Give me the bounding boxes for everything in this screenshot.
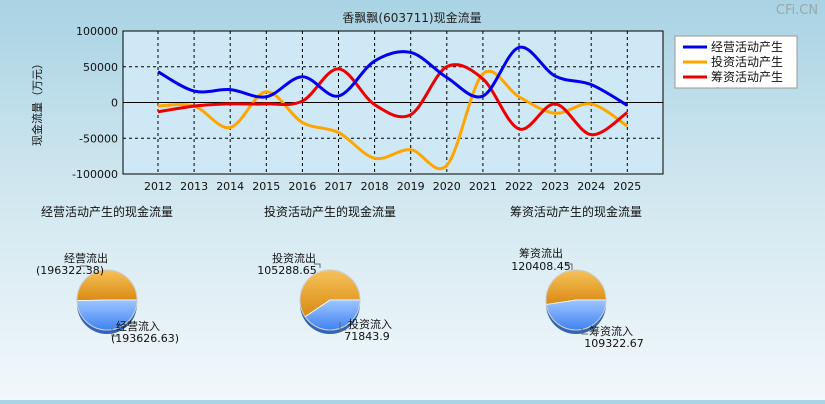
pie-outline	[545, 269, 607, 331]
x-tick-label: 2013	[180, 180, 208, 193]
x-tick-label: 2019	[397, 180, 425, 193]
grid	[123, 31, 663, 174]
leader-investing-out	[314, 263, 321, 268]
pie-title-operating: 经营活动产生的现金流量	[41, 204, 173, 219]
pie-value-operating-out: (196322.38)	[36, 264, 104, 277]
x-tick-label: 2024	[577, 180, 605, 193]
watermark: CFi.CN	[776, 3, 818, 18]
series-lines	[157, 45, 629, 170]
pie-outline	[76, 269, 138, 331]
x-tick-label: 2021	[469, 180, 497, 193]
pie-value-financing-out: 120408.45	[511, 260, 571, 273]
legend: 经营活动产生 投资活动产生 筹资活动产生	[674, 35, 798, 89]
x-tick-label: 2015	[252, 180, 280, 193]
x-tick-label: 2020	[433, 180, 461, 193]
pie-label-financing-in: 筹资流入	[589, 324, 633, 338]
line-chart-title: 香飘飘(603711)现金流量	[342, 10, 481, 25]
pie-investing-slices	[299, 269, 361, 334]
x-tick-label: 2017	[325, 180, 353, 193]
legend-label-operating: 经营活动产生	[711, 40, 783, 54]
y-tick-label: -100000	[72, 168, 118, 181]
y-axis-ticks: 100000 50000 0 -50000 -100000	[72, 25, 118, 181]
x-tick-label: 2014	[216, 180, 244, 193]
leader-financing-out	[566, 263, 573, 270]
leader-financing-in	[581, 328, 588, 335]
y-tick-label: 0	[111, 97, 118, 110]
legend-label-investing: 投资活动产生	[711, 54, 783, 69]
y-tick-label: 100000	[76, 25, 118, 38]
series-line-operating	[157, 45, 629, 107]
pie-investing: 投资活动产生的现金流量 投资流出 105288.65 投资流入 71843.9	[257, 204, 396, 343]
pie-value-operating-in: (193626.63)	[111, 332, 179, 345]
pie-value-investing-in: 71843.9	[344, 330, 390, 343]
x-tick-label: 2022	[505, 180, 533, 193]
x-tick-label: 2025	[613, 180, 641, 193]
leader-operating-in	[111, 328, 118, 337]
x-tick-label: 2023	[541, 180, 569, 193]
pie-financing: 筹资活动产生的现金流量 筹资流出 120408.45 筹资流入 109322.6…	[510, 204, 644, 350]
series-line-financing	[157, 63, 629, 137]
y-tick-label: -50000	[79, 132, 118, 145]
pie-label-financing-out: 筹资流出	[519, 246, 563, 260]
pie-operating: 经营活动产生的现金流量 经营流出 (196322.38) 经营流入 (19362…	[36, 204, 179, 345]
pie-label-operating-out: 经营流出	[64, 251, 108, 265]
pie-label-investing-out: 投资流出	[272, 251, 316, 265]
x-tick-label: 2012	[144, 180, 172, 193]
leader-investing-in	[339, 322, 346, 331]
legend-label-financing: 筹资活动产生	[711, 70, 783, 84]
pie-operating-slices	[76, 269, 138, 334]
leader-operating-out	[80, 265, 89, 270]
x-axis-ticks: 2012 2013 2014 2015 2016 2017 2018 2019 2020 2021…	[144, 180, 641, 193]
series-line-investing	[157, 69, 629, 170]
pie-title-investing: 投资活动产生的现金流量	[264, 204, 396, 219]
y-tick-label: 50000	[83, 61, 118, 74]
x-tick-label: 2016	[288, 180, 316, 193]
pie-slice-outflow	[545, 269, 607, 305]
pie-label-operating-in: 经营流入	[116, 319, 160, 333]
pie-label-investing-in: 投资流入	[348, 317, 392, 331]
pie-title-financing: 筹资活动产生的现金流量	[510, 204, 642, 219]
pie-value-financing-in: 109322.67	[584, 337, 644, 350]
pie-outline	[299, 269, 361, 331]
pie-value-investing-out: 105288.65	[257, 264, 317, 277]
x-tick-label: 2018	[361, 180, 389, 193]
y-axis-label: 现金流量（万元）	[30, 58, 44, 146]
pie-financing-slices	[545, 269, 607, 334]
